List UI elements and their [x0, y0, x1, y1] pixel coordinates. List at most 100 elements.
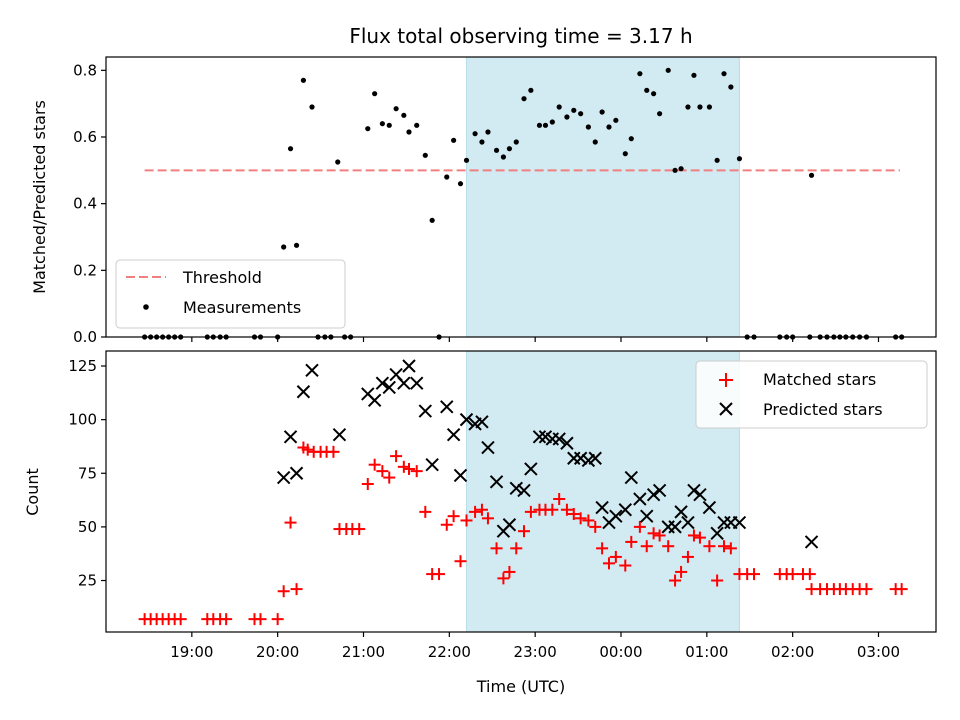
matched-point-62	[609, 550, 622, 563]
matched-point-76	[711, 574, 724, 587]
predicted-point-46	[652, 483, 667, 498]
measurement-point-66	[657, 111, 663, 117]
x-tick-label-2: 21:00	[342, 643, 385, 661]
matched-point-61	[602, 557, 615, 570]
matched-point-22	[327, 445, 340, 458]
legend-matched-label: Matched stars	[763, 370, 876, 389]
predicted-point-21	[475, 415, 489, 429]
legend-measurements-swatch	[143, 304, 149, 310]
measurement-point-38	[457, 181, 464, 187]
predicted-point-26	[509, 481, 523, 495]
matched-point-26	[353, 523, 366, 536]
predicted-point-28	[524, 462, 538, 476]
predicted-point-50	[681, 515, 695, 530]
matched-point-56	[567, 508, 580, 521]
measurement-point-75	[721, 71, 727, 77]
measurement-point-52	[556, 104, 562, 110]
matched-stars-points	[138, 441, 908, 626]
top-x-ticks	[191, 337, 880, 342]
predicted-point-33	[560, 436, 574, 450]
measurement-point-36	[444, 174, 450, 180]
matched-point-43	[475, 503, 488, 516]
top-y-tick-label-4: 0.8	[73, 61, 97, 79]
matched-point-65	[633, 520, 646, 533]
legend-threshold-label: Threshold	[182, 268, 262, 287]
predicted-stars-points	[276, 359, 819, 549]
measurement-point-64	[644, 87, 650, 93]
matched-point-34	[410, 465, 423, 478]
bottom-axes-frame	[105, 350, 937, 633]
predicted-point-12	[402, 359, 416, 373]
measurement-point-32	[414, 122, 420, 128]
predicted-point-22	[481, 440, 495, 455]
matched-point-46	[497, 572, 510, 585]
predicted-point-58	[804, 535, 819, 549]
measurement-point-27	[379, 121, 385, 127]
matched-point-45	[490, 542, 503, 555]
measurement-point-31	[406, 129, 412, 135]
matched-point-86	[803, 568, 816, 581]
matched-point-38	[440, 518, 453, 531]
matched-point-60	[596, 542, 609, 555]
predicted-point-40	[609, 509, 623, 523]
matched-point-84	[786, 568, 799, 581]
measurement-point-84	[808, 172, 815, 178]
predicted-point-43	[633, 492, 647, 506]
matched-point-81	[748, 568, 761, 581]
top-axes-frame	[105, 56, 937, 338]
matched-point-54	[553, 493, 566, 506]
predicted-point-35	[573, 451, 588, 465]
measurement-point-56	[585, 124, 591, 130]
bottom-x-ticks: 19:00 20:00 21:00 22:00 23:00 00:00 01:00 02:00…	[170, 632, 900, 661]
matched-point-50	[524, 505, 537, 518]
x-tick-label-5: 00:00	[599, 643, 642, 661]
predicted-point-52	[693, 488, 707, 502]
measurement-point-43	[493, 147, 500, 153]
bottom-panel: 25 50 75 100 125 19:00 20:00 21:00 22:00 23:00 00…	[23, 350, 937, 696]
bottom-y-axis-label: Count	[23, 468, 42, 516]
predicted-point-32	[552, 432, 566, 446]
matched-point-72	[681, 550, 694, 563]
predicted-point-19	[459, 412, 474, 427]
matched-point-74	[693, 531, 706, 544]
measurement-point-16	[293, 242, 300, 248]
predicted-point-8	[375, 376, 390, 390]
predicted-point-57	[732, 515, 747, 530]
matched-point-6	[174, 613, 187, 626]
measurement-point-14	[281, 244, 287, 250]
matched-point-48	[510, 542, 523, 555]
measurement-point-49	[536, 122, 543, 128]
measurement-point-53	[564, 114, 570, 120]
predicted-point-4	[305, 363, 319, 378]
predicted-point-2	[289, 466, 304, 480]
measurement-point-51	[549, 119, 555, 125]
matched-point-95	[860, 583, 873, 596]
x-tick-label-8: 03:00	[857, 643, 900, 661]
measurement-point-48	[528, 87, 534, 93]
measurement-point-47	[521, 96, 527, 102]
bottom-y-tick-label-3: 100	[68, 411, 97, 429]
matched-point-29	[376, 465, 389, 478]
matched-point-27	[361, 477, 374, 490]
predicted-point-0	[276, 470, 291, 485]
matched-point-35	[419, 505, 432, 518]
measurement-point-62	[628, 136, 634, 142]
matched-point-71	[675, 565, 688, 578]
measurement-point-72	[697, 104, 703, 110]
matched-point-69	[662, 540, 675, 553]
predicted-point-25	[502, 518, 517, 532]
bottom-legend-box	[695, 360, 928, 429]
matched-point-18	[301, 443, 314, 456]
predicted-point-14	[418, 404, 433, 418]
predicted-point-13	[410, 376, 424, 390]
top-legend: Threshold Measurements	[115, 259, 346, 329]
measurement-point-33	[422, 152, 428, 158]
matched-point-32	[397, 460, 410, 473]
top-legend-box	[115, 259, 346, 329]
matched-point-58	[582, 514, 595, 527]
measurement-point-28	[386, 122, 392, 128]
top-y-tick-label-3: 0.6	[73, 128, 97, 146]
legend-measurements-label: Measurements	[183, 298, 301, 317]
matched-point-13	[271, 613, 284, 626]
